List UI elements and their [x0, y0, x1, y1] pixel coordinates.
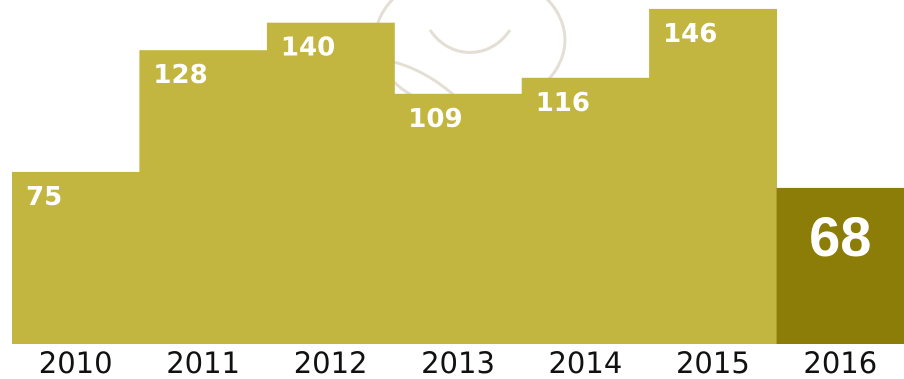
bar-2012 [266, 22, 395, 344]
x-tick-label-2012: 2012 [294, 346, 368, 379]
x-tick-label-2014: 2014 [548, 346, 622, 379]
data-label-2012: 140 [281, 33, 335, 63]
data-label-2013: 109 [408, 104, 462, 134]
bar-2014 [521, 77, 650, 345]
x-tick-label-2011: 2011 [166, 346, 240, 379]
bar-2011 [139, 50, 268, 344]
data-label-2015: 146 [663, 19, 717, 49]
bar-2016 [776, 187, 904, 344]
x-tick-label-2010: 2010 [39, 346, 113, 379]
data-label-2011: 128 [153, 60, 207, 90]
data-label-2010: 75 [26, 182, 62, 212]
data-label-2016: 68 [809, 205, 871, 268]
x-tick-label-2013: 2013 [421, 346, 495, 379]
x-tick-label-2015: 2015 [676, 346, 750, 379]
x-tick-label-2016: 2016 [803, 346, 877, 379]
bar-2015 [649, 8, 777, 345]
bar-2013 [394, 93, 523, 344]
bar-2010 [12, 171, 140, 344]
data-label-2014: 116 [536, 88, 590, 118]
